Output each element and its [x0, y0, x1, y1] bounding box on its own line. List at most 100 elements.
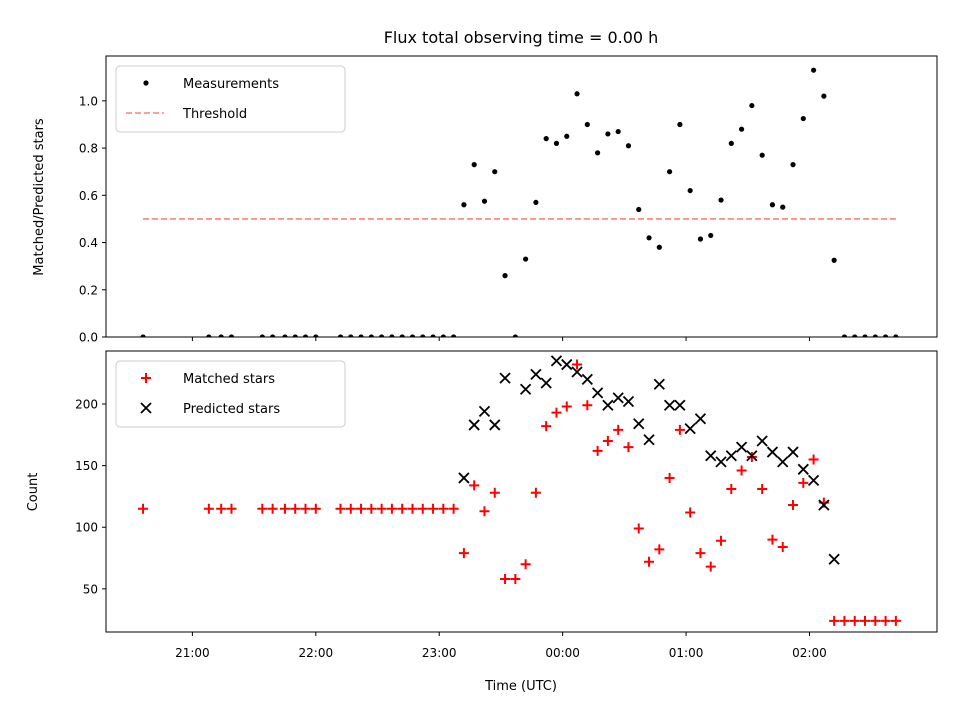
predicted-stars-point	[643, 434, 655, 446]
predicted-stars-point	[530, 368, 542, 381]
measurements-point	[893, 334, 899, 337]
measurements-point	[259, 334, 265, 337]
matched-stars-point	[428, 503, 439, 514]
matched-stars-point	[880, 615, 891, 626]
measurements-point	[440, 334, 446, 337]
measurements-point	[882, 334, 889, 337]
matched-stars-point	[561, 401, 572, 412]
matched-stars-point	[469, 480, 480, 491]
predicted-stars-point	[705, 450, 717, 462]
measurements-point	[379, 334, 385, 337]
legend-swatch-measurements	[143, 80, 149, 86]
matched-stars-point	[644, 556, 655, 567]
y-tick-label-0: 0.0	[79, 331, 98, 345]
measurements-point	[810, 67, 817, 73]
measurements-point	[543, 136, 549, 142]
measurements-point	[358, 334, 364, 337]
measurements-point	[728, 140, 734, 146]
measurements-point	[625, 143, 632, 149]
measurements-point	[461, 202, 467, 208]
measurements-point	[738, 126, 745, 132]
x-tick-label: 01:00	[669, 646, 704, 660]
measurements-point	[800, 115, 806, 122]
matched-stars-point	[633, 523, 644, 534]
measurements-point	[368, 334, 374, 337]
predicted-stars-point	[622, 395, 635, 408]
matched-stars-point	[592, 445, 603, 456]
measurements-point	[218, 334, 224, 337]
predicted-stars-point	[725, 450, 737, 462]
measurements-point	[492, 169, 498, 175]
measurements-point	[471, 162, 477, 168]
measurements-point	[790, 162, 796, 168]
matched-stars-point	[726, 484, 737, 495]
measurements-point	[759, 152, 765, 158]
legend-label-threshold: Threshold	[182, 107, 247, 122]
x-tick-label: 23:00	[422, 646, 457, 660]
measurements-point	[481, 198, 488, 204]
measurements-point	[430, 334, 436, 337]
matched-stars-point	[685, 507, 696, 518]
predicted-stars-point	[746, 450, 758, 462]
matched-stars-point	[356, 503, 367, 514]
measurements-point	[852, 334, 858, 337]
matched-stars-point	[664, 472, 675, 483]
measurements-point	[780, 204, 786, 210]
measurements-point	[584, 121, 590, 128]
predicted-stars-point	[519, 383, 532, 395]
matched-stars-point	[602, 435, 613, 446]
matched-stars-point	[777, 541, 788, 552]
measurements-point	[564, 133, 570, 139]
matched-stars-point	[226, 503, 237, 514]
measurements-point	[677, 121, 683, 128]
measurements-point	[574, 91, 580, 97]
measurements-point	[302, 334, 309, 337]
matched-stars-point	[376, 503, 387, 514]
top-ylabel: Matched/Predicted stars	[32, 118, 47, 276]
matched-stars-point	[386, 503, 397, 514]
measurements-point	[636, 206, 642, 213]
predicted-stars-point	[674, 399, 686, 411]
matched-stars-point	[870, 615, 881, 626]
matched-stars-point	[860, 615, 871, 626]
matched-stars-point	[290, 503, 301, 514]
measurements-point	[451, 334, 457, 337]
matched-stars-point	[397, 503, 408, 514]
y-tick-label-0: 0.4	[79, 236, 98, 250]
measurements-point	[140, 334, 146, 337]
legend-swatch-matched-stars	[141, 373, 151, 383]
measurements-point	[718, 197, 724, 203]
predicted-stars-point	[766, 446, 779, 458]
predicted-stars-point	[715, 456, 727, 468]
matched-stars-point	[257, 503, 268, 514]
predicted-stars-point	[489, 419, 501, 431]
measurements-point	[697, 236, 704, 242]
predicted-stars-point	[550, 355, 563, 367]
matched-stars-point	[310, 503, 321, 514]
measurements-point	[821, 93, 827, 99]
matched-stars-point	[267, 503, 278, 514]
matched-stars-point	[203, 503, 214, 514]
legend-label-matched-stars: Matched stars	[183, 372, 275, 387]
matched-stars-point	[510, 574, 521, 585]
measurements-point	[292, 334, 298, 337]
legend-label-measurements: Measurements	[183, 77, 279, 92]
matched-stars-point	[407, 503, 418, 514]
predicted-stars-point	[828, 553, 840, 565]
measurements-point	[862, 334, 868, 337]
predicted-stars-point	[458, 472, 470, 484]
predicted-stars-point	[499, 372, 511, 384]
predicted-stars-point	[581, 373, 593, 385]
matched-stars-point	[839, 615, 850, 626]
y-tick-label-0: 0.8	[79, 142, 98, 156]
matched-stars-point	[458, 548, 469, 559]
matched-stars-point	[479, 506, 490, 517]
y-tick-label-1: 200	[75, 397, 98, 411]
measurements-point	[872, 334, 878, 337]
measurements-point	[348, 334, 354, 337]
predicted-stars-point	[612, 392, 624, 404]
x-tick-label: 02:00	[792, 646, 827, 660]
matched-stars-point	[757, 484, 768, 495]
axes-frame-1	[105, 350, 938, 633]
measurements-point	[270, 334, 276, 337]
